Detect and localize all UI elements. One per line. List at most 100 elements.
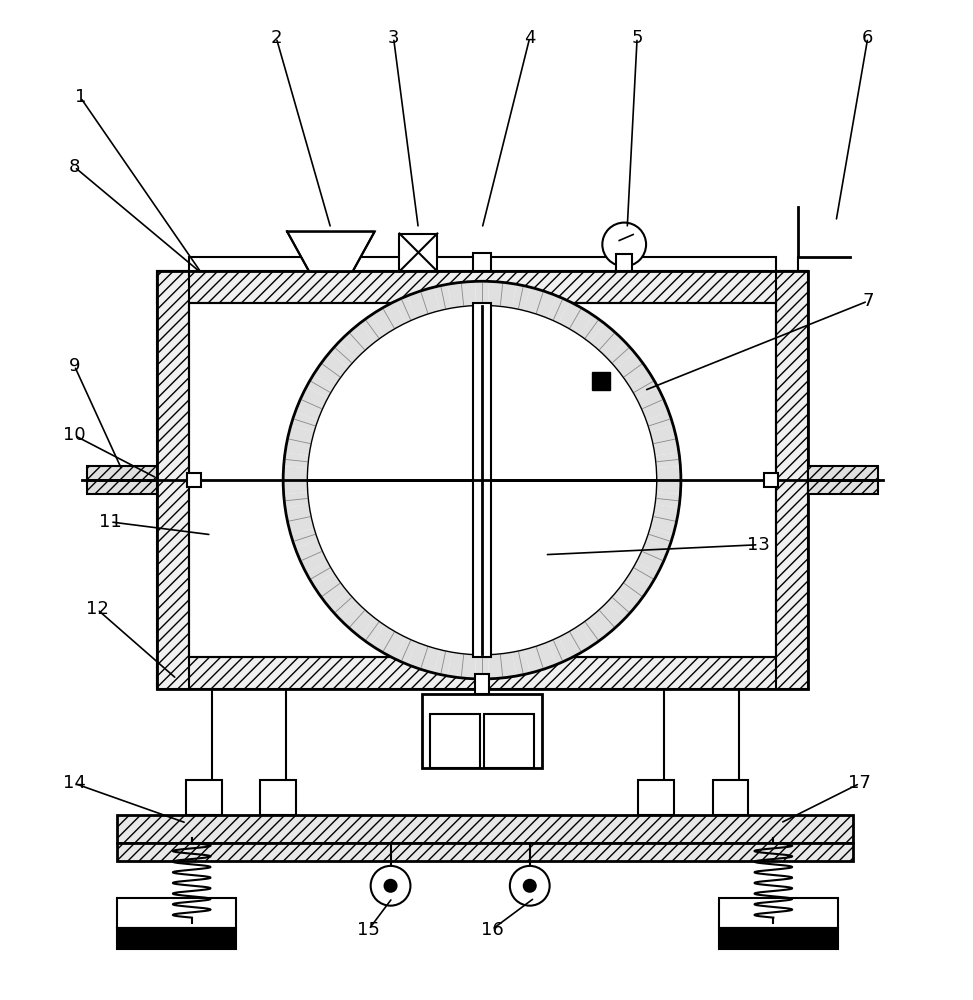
Wedge shape xyxy=(285,504,311,521)
Wedge shape xyxy=(301,387,329,409)
Text: 2: 2 xyxy=(270,29,282,47)
Wedge shape xyxy=(607,592,634,618)
Text: 7: 7 xyxy=(862,292,874,310)
Wedge shape xyxy=(382,301,406,329)
Text: 10: 10 xyxy=(63,426,86,444)
Bar xyxy=(117,815,853,843)
Bar xyxy=(712,780,748,815)
Wedge shape xyxy=(615,582,643,608)
Wedge shape xyxy=(420,287,440,315)
Bar xyxy=(638,780,674,815)
Circle shape xyxy=(523,880,536,892)
Circle shape xyxy=(510,866,550,906)
Wedge shape xyxy=(524,646,544,673)
Text: 6: 6 xyxy=(862,29,874,47)
Text: 5: 5 xyxy=(631,29,643,47)
Bar xyxy=(117,928,236,949)
Circle shape xyxy=(308,306,656,654)
Bar xyxy=(117,898,236,928)
Bar xyxy=(422,694,542,768)
Bar xyxy=(473,253,491,271)
Wedge shape xyxy=(547,296,569,324)
Bar xyxy=(484,714,534,768)
Bar xyxy=(776,271,809,689)
Wedge shape xyxy=(284,492,309,508)
Wedge shape xyxy=(287,516,314,535)
Wedge shape xyxy=(448,282,464,309)
Bar xyxy=(189,303,776,657)
Wedge shape xyxy=(339,332,366,359)
Wedge shape xyxy=(656,466,681,480)
Circle shape xyxy=(602,223,646,266)
Wedge shape xyxy=(321,582,348,608)
Circle shape xyxy=(283,281,681,679)
Text: 17: 17 xyxy=(848,774,871,792)
Wedge shape xyxy=(623,363,651,388)
Wedge shape xyxy=(524,287,544,315)
Wedge shape xyxy=(654,492,680,508)
Wedge shape xyxy=(382,631,406,659)
Wedge shape xyxy=(536,291,557,319)
Wedge shape xyxy=(607,342,634,368)
Wedge shape xyxy=(547,637,569,664)
Wedge shape xyxy=(285,439,311,456)
Bar xyxy=(430,714,480,768)
Bar xyxy=(719,898,838,928)
Text: 15: 15 xyxy=(357,921,380,939)
Wedge shape xyxy=(306,562,335,585)
Text: 3: 3 xyxy=(388,29,399,47)
Wedge shape xyxy=(641,399,668,421)
Wedge shape xyxy=(598,332,625,359)
Text: 12: 12 xyxy=(86,600,109,618)
Wedge shape xyxy=(579,315,604,343)
Wedge shape xyxy=(287,425,314,444)
Wedge shape xyxy=(649,425,676,444)
Wedge shape xyxy=(360,315,384,343)
Text: 1: 1 xyxy=(75,88,86,106)
Text: 8: 8 xyxy=(69,158,80,176)
Wedge shape xyxy=(360,617,384,645)
Text: 9: 9 xyxy=(69,357,80,375)
Wedge shape xyxy=(598,601,625,628)
Wedge shape xyxy=(434,284,451,311)
Wedge shape xyxy=(645,528,673,548)
Wedge shape xyxy=(536,641,557,669)
Wedge shape xyxy=(500,651,517,678)
Wedge shape xyxy=(649,516,676,535)
Wedge shape xyxy=(559,631,582,659)
Wedge shape xyxy=(630,375,658,398)
Wedge shape xyxy=(559,301,582,329)
Polygon shape xyxy=(287,232,375,271)
Wedge shape xyxy=(569,624,594,652)
Wedge shape xyxy=(291,412,318,432)
Wedge shape xyxy=(295,540,323,561)
Bar xyxy=(157,271,809,689)
Wedge shape xyxy=(330,592,357,618)
Bar xyxy=(400,234,437,271)
Bar xyxy=(157,657,809,689)
Bar xyxy=(189,257,776,271)
Bar xyxy=(186,780,222,815)
Wedge shape xyxy=(291,528,318,548)
Text: 14: 14 xyxy=(63,774,86,792)
Wedge shape xyxy=(488,653,503,679)
Bar xyxy=(187,473,200,487)
Wedge shape xyxy=(654,452,680,468)
Wedge shape xyxy=(306,375,335,398)
Wedge shape xyxy=(475,654,489,679)
Text: 4: 4 xyxy=(524,29,535,47)
Bar xyxy=(157,271,809,303)
Wedge shape xyxy=(339,601,366,628)
Wedge shape xyxy=(349,609,375,637)
Bar xyxy=(473,303,491,657)
Wedge shape xyxy=(656,480,681,494)
Wedge shape xyxy=(500,282,517,309)
Circle shape xyxy=(371,866,411,906)
Bar xyxy=(719,928,838,949)
Wedge shape xyxy=(488,281,503,307)
Bar xyxy=(593,372,610,390)
Wedge shape xyxy=(284,452,309,468)
Wedge shape xyxy=(434,649,451,676)
Wedge shape xyxy=(420,646,440,673)
Wedge shape xyxy=(635,387,664,409)
